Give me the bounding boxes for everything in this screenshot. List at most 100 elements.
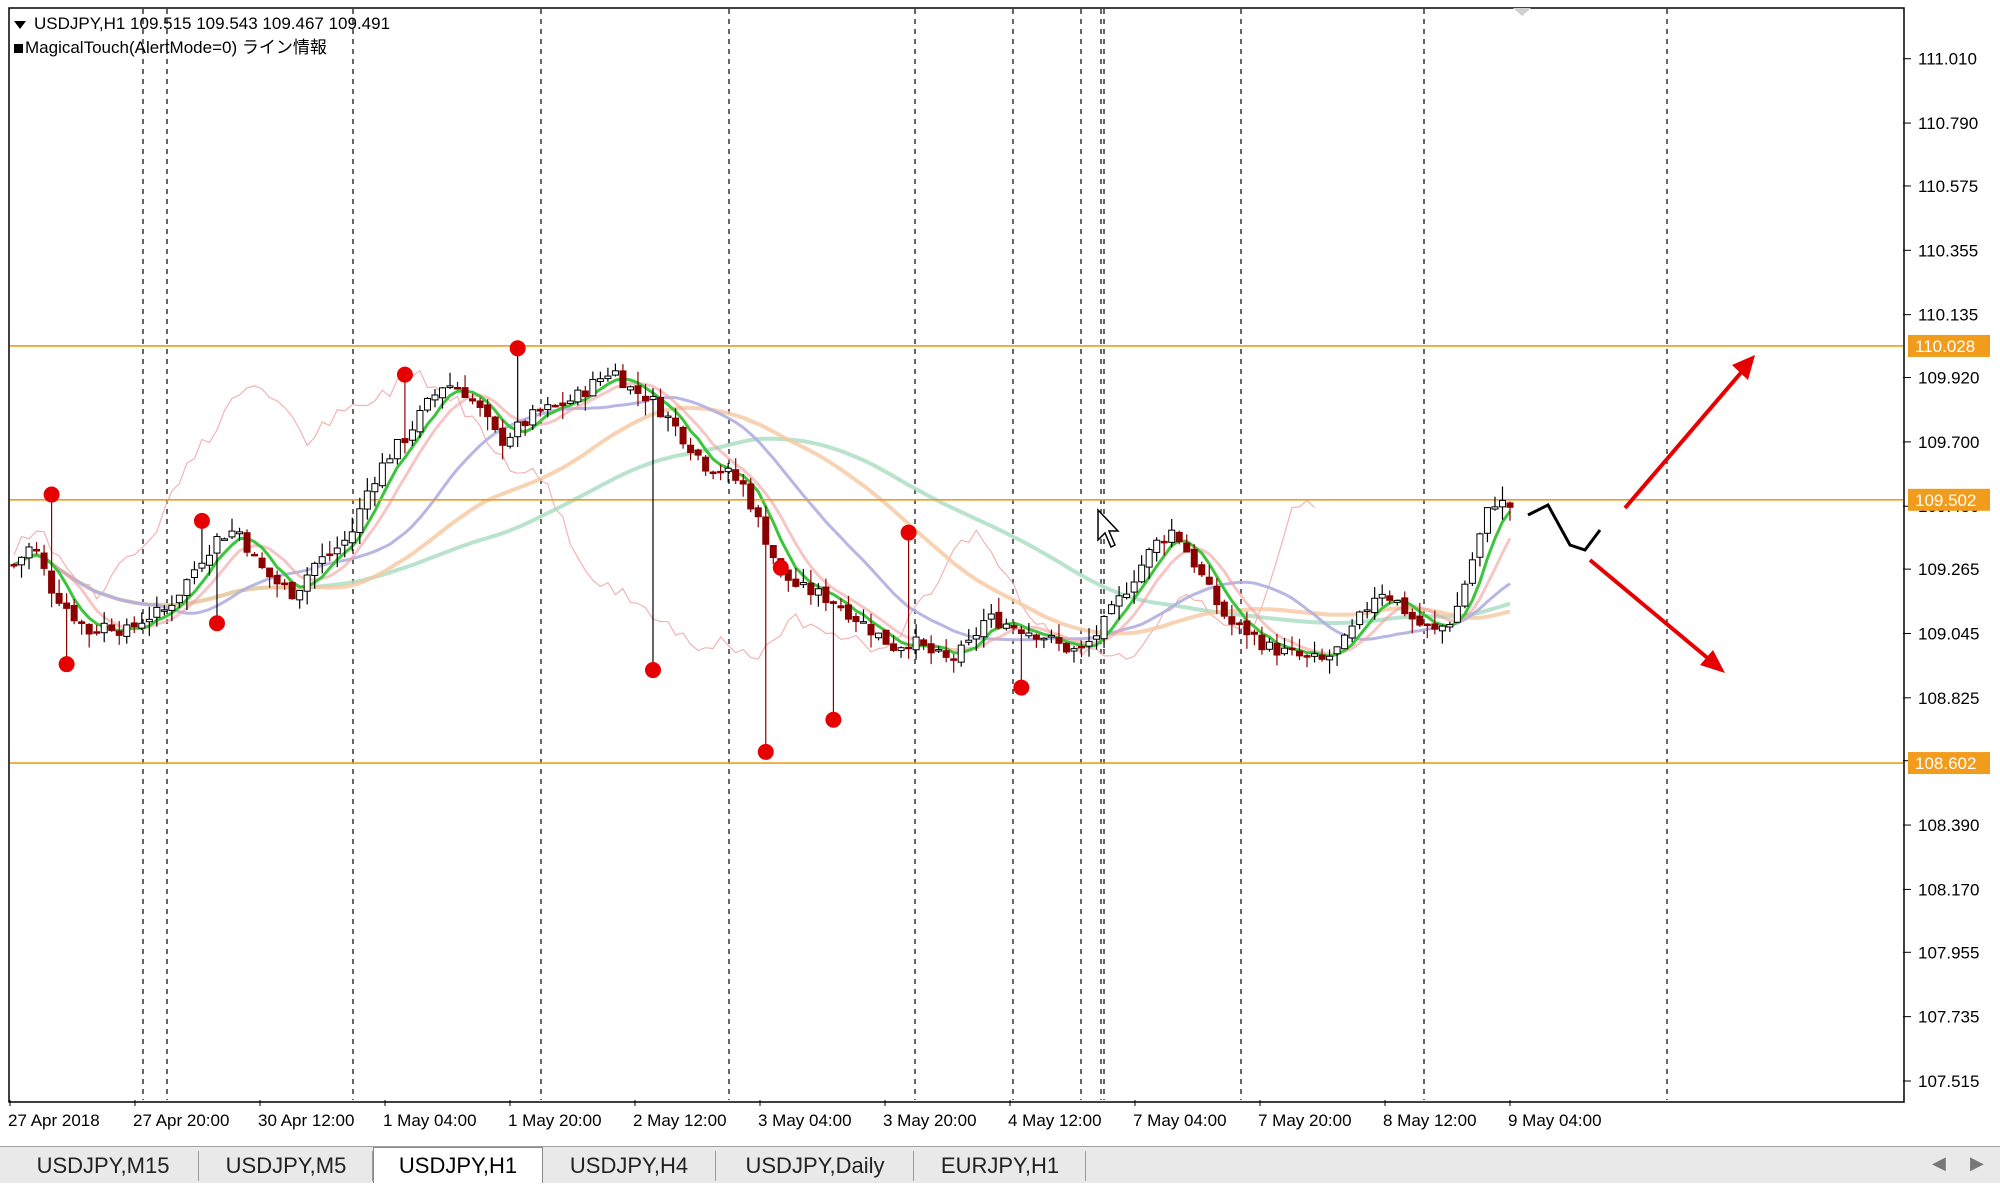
candle-body <box>491 416 499 431</box>
candle-body <box>311 562 319 576</box>
candle-body <box>303 574 311 592</box>
candle-body <box>1318 654 1326 660</box>
candle-body <box>882 629 890 645</box>
candle-body <box>829 601 837 604</box>
vertical-grid-lines <box>142 9 1668 1100</box>
y-tick-label: 108.170 <box>1918 880 1979 899</box>
candle-body <box>664 415 672 419</box>
tab-eurjpy-h1[interactable]: EURJPY,H1 <box>915 1151 1086 1181</box>
candle-body <box>1326 655 1334 661</box>
y-tick-label: 107.955 <box>1918 943 1979 962</box>
down-arrowhead <box>1700 650 1725 673</box>
lagging-line <box>13 369 1315 660</box>
candle-body <box>296 589 304 601</box>
candle-body <box>1461 583 1469 607</box>
dropdown-triangle-icon[interactable] <box>14 20 26 29</box>
candle-body <box>1085 640 1093 647</box>
candle-body <box>1265 641 1273 650</box>
candle-body <box>536 408 544 412</box>
ma-peach-line <box>13 405 1511 636</box>
candle-body <box>679 426 687 445</box>
tab-usdjpy-h1[interactable]: USDJPY,H1 <box>373 1147 543 1183</box>
candle-body <box>138 622 146 629</box>
candle-body <box>890 643 898 651</box>
candle-body <box>416 409 424 433</box>
candle-body <box>423 397 431 411</box>
tab-usdjpy-m15[interactable]: USDJPY,M15 <box>8 1151 199 1181</box>
horizontal-level-lines[interactable] <box>10 345 1903 764</box>
candle-body <box>837 605 845 609</box>
candle-body <box>273 574 281 585</box>
candle-body <box>356 508 364 533</box>
swing-point <box>193 512 210 529</box>
candle-body <box>386 458 394 464</box>
candle-body <box>1145 549 1153 568</box>
candle-body <box>70 605 78 622</box>
candle-body <box>1077 645 1085 649</box>
candle-body <box>1416 615 1424 626</box>
tab-scroll-left-icon[interactable]: ◀ <box>1932 1153 1946 1173</box>
swing-point <box>644 662 661 679</box>
candle-body <box>717 470 725 474</box>
candle-body <box>754 507 762 518</box>
level-price-label: 110.028 <box>1915 337 1975 356</box>
candle-body <box>912 636 920 651</box>
candle-body <box>1378 593 1386 599</box>
candle-body <box>935 649 943 652</box>
candle-body <box>371 483 379 493</box>
candle-body <box>1273 642 1281 656</box>
candle-body <box>393 439 401 460</box>
candle-body <box>1108 604 1116 615</box>
tab-usdjpy-m5[interactable]: USDJPY,M5 <box>200 1151 373 1181</box>
candle-body <box>1393 600 1401 603</box>
level-price-tag <box>1908 752 1990 775</box>
candle-body <box>1198 564 1206 576</box>
candle-body <box>611 370 619 376</box>
level-price-label: 108.602 <box>1915 754 1976 773</box>
candle-body <box>950 658 958 661</box>
tab-scroll-right-icon[interactable]: ▶ <box>1970 1153 1984 1173</box>
candle-body <box>634 385 642 394</box>
candle-body <box>942 650 950 658</box>
candle-body <box>1453 605 1461 623</box>
candle-body <box>1175 531 1183 543</box>
candle-body <box>266 567 274 578</box>
x-tick-label: 30 Apr 12:00 <box>258 1111 354 1130</box>
candle-body <box>762 516 770 545</box>
candle-body <box>814 588 822 596</box>
candle-body <box>1183 542 1191 553</box>
candle-body <box>1506 502 1514 508</box>
candle-body <box>1160 540 1168 544</box>
candle-body <box>657 397 665 418</box>
candle-body <box>1235 622 1243 626</box>
candle-body <box>153 606 161 618</box>
candle-body <box>739 480 747 485</box>
candle-body <box>551 404 559 408</box>
candle-body <box>559 402 567 407</box>
swing-point <box>825 711 842 728</box>
candle-body <box>822 586 830 603</box>
candle-body <box>446 385 454 389</box>
tab-usdjpy-daily[interactable]: USDJPY,Daily <box>717 1151 914 1181</box>
time-axis: 27 Apr 2018 27 Apr 20:00 30 Apr 12:00 1 May… <box>8 1100 1602 1130</box>
candle-body <box>55 592 63 604</box>
candle-body <box>687 444 695 454</box>
y-tick-label: 109.920 <box>1918 369 1979 388</box>
candle-body <box>1483 507 1491 534</box>
candle-body <box>596 378 604 382</box>
indicator-line: MagicalTouch(AlertMode=0) ライン情報 <box>14 36 390 60</box>
candle-body <box>747 483 755 510</box>
price-chart[interactable]: 111.010 110.790 110.575 110.355 110.135 109.9… <box>0 0 2000 1146</box>
candle-body <box>108 624 116 632</box>
candle-body <box>792 578 800 587</box>
candle-body <box>228 530 236 538</box>
tab-usdjpy-h4[interactable]: USDJPY,H4 <box>543 1151 716 1181</box>
ma-pink-line <box>13 381 1512 656</box>
y-tick-label: 110.790 <box>1918 114 1978 133</box>
swing-point <box>1013 679 1030 696</box>
candle-body <box>236 531 244 535</box>
candle-body <box>724 467 732 473</box>
candle-body <box>589 378 597 397</box>
candle-body <box>160 609 168 612</box>
level-price-tag <box>1908 334 1990 357</box>
